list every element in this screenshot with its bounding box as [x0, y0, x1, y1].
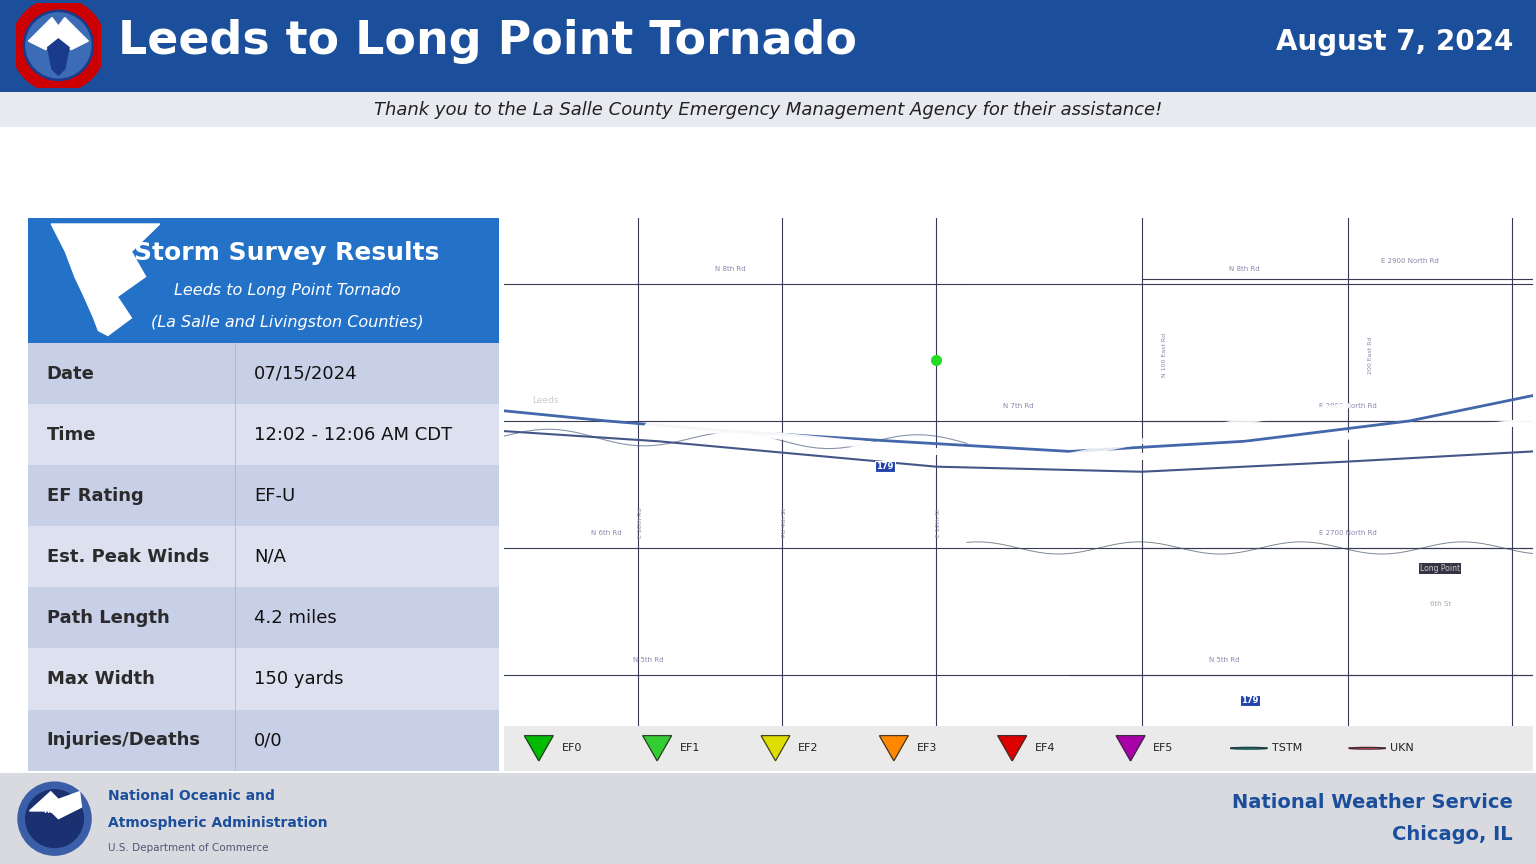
- Text: ★: ★: [25, 24, 28, 29]
- Circle shape: [1349, 747, 1385, 749]
- Polygon shape: [760, 735, 790, 761]
- Text: 0/0: 0/0: [253, 731, 283, 749]
- Text: 200 East Rd: 200 East Rd: [1369, 336, 1373, 373]
- Polygon shape: [48, 39, 69, 75]
- Circle shape: [1230, 747, 1267, 749]
- Text: Chicago, IL: Chicago, IL: [1392, 825, 1513, 844]
- Text: E 2700 North Rd: E 2700 North Rd: [1319, 530, 1376, 536]
- Text: TSTM: TSTM: [1272, 743, 1303, 753]
- Polygon shape: [29, 17, 88, 49]
- Text: N 100 East Rd: N 100 East Rd: [1163, 333, 1167, 377]
- Text: 179: 179: [1241, 696, 1258, 705]
- Text: EF3: EF3: [917, 743, 937, 753]
- Polygon shape: [51, 224, 160, 335]
- Text: E 10th Rd: E 10th Rd: [637, 507, 642, 537]
- Text: ★: ★: [94, 43, 98, 48]
- Text: Est. Peak Winds: Est. Peak Winds: [46, 548, 209, 566]
- Polygon shape: [524, 735, 553, 761]
- Text: N 5th Rd: N 5th Rd: [633, 657, 664, 663]
- Text: Leeds: Leeds: [531, 396, 558, 405]
- Text: Max Width: Max Width: [46, 670, 155, 688]
- Text: 07/15/2024: 07/15/2024: [253, 365, 358, 383]
- Polygon shape: [1117, 735, 1144, 761]
- Text: Leeds to Long Point Tornado: Leeds to Long Point Tornado: [118, 19, 857, 64]
- Text: Injuries/Deaths: Injuries/Deaths: [46, 731, 201, 749]
- Text: (La Salle and Livingston Counties): (La Salle and Livingston Counties): [151, 315, 424, 330]
- Text: Long Point: Long Point: [1421, 564, 1461, 573]
- Circle shape: [18, 782, 91, 855]
- Text: Date: Date: [46, 365, 94, 383]
- Text: ★: ★: [75, 10, 78, 15]
- Text: E 2800 North Rd: E 2800 North Rd: [1319, 403, 1376, 409]
- Polygon shape: [642, 735, 671, 761]
- Text: N/A: N/A: [253, 548, 286, 566]
- Text: 150 yards: 150 yards: [253, 670, 344, 688]
- Text: Thank you to the La Salle County Emergency Management Agency for their assistanc: Thank you to the La Salle County Emergen…: [373, 101, 1163, 118]
- Text: N 5th Rd: N 5th Rd: [1209, 657, 1240, 663]
- Text: Time: Time: [46, 426, 97, 443]
- Text: EF5: EF5: [1154, 743, 1174, 753]
- Polygon shape: [880, 735, 908, 761]
- Text: EF4: EF4: [1035, 743, 1055, 753]
- Polygon shape: [998, 735, 1026, 761]
- Text: National Oceanic and: National Oceanic and: [108, 789, 275, 803]
- Circle shape: [18, 4, 98, 86]
- Text: UKN: UKN: [1390, 743, 1413, 753]
- Circle shape: [26, 790, 83, 848]
- Text: N 7th Rd: N 7th Rd: [1003, 403, 1034, 409]
- Text: noaa: noaa: [43, 806, 66, 816]
- Text: PU 4th St: PU 4th St: [782, 508, 786, 537]
- Text: 12:02 - 12:06 AM CDT: 12:02 - 12:06 AM CDT: [253, 426, 452, 443]
- Text: N 8th Rd: N 8th Rd: [1229, 265, 1260, 271]
- Text: EF0: EF0: [562, 743, 582, 753]
- Text: EF1: EF1: [680, 743, 700, 753]
- Text: ★: ★: [38, 10, 41, 15]
- Circle shape: [26, 13, 91, 78]
- Text: N 8th Rd: N 8th Rd: [714, 265, 745, 271]
- Text: ★: ★: [18, 43, 23, 48]
- Text: 179: 179: [876, 462, 894, 471]
- Text: Leeds to Long Point Tornado: Leeds to Long Point Tornado: [174, 283, 401, 298]
- Text: Storm Survey Results: Storm Survey Results: [134, 241, 439, 264]
- Text: 4.2 miles: 4.2 miles: [253, 609, 336, 627]
- Text: Atmospheric Administration: Atmospheric Administration: [108, 816, 327, 830]
- Circle shape: [23, 10, 94, 80]
- Text: EF-U: EF-U: [253, 486, 295, 505]
- Polygon shape: [29, 791, 81, 819]
- Text: National Weather Service: National Weather Service: [1232, 793, 1513, 812]
- Text: U.S. Department of Commerce: U.S. Department of Commerce: [108, 842, 267, 853]
- Text: N 6th Rd: N 6th Rd: [591, 530, 622, 536]
- Text: E 12th St: E 12th St: [935, 508, 942, 537]
- Text: E 2900 North Rd: E 2900 North Rd: [1381, 258, 1438, 264]
- Text: EF2: EF2: [799, 743, 819, 753]
- Text: 6th St: 6th St: [1430, 600, 1452, 607]
- Text: EF Rating: EF Rating: [46, 486, 143, 505]
- Text: August 7, 2024: August 7, 2024: [1275, 28, 1513, 55]
- Text: ★: ★: [89, 24, 92, 29]
- Text: Path Length: Path Length: [46, 609, 169, 627]
